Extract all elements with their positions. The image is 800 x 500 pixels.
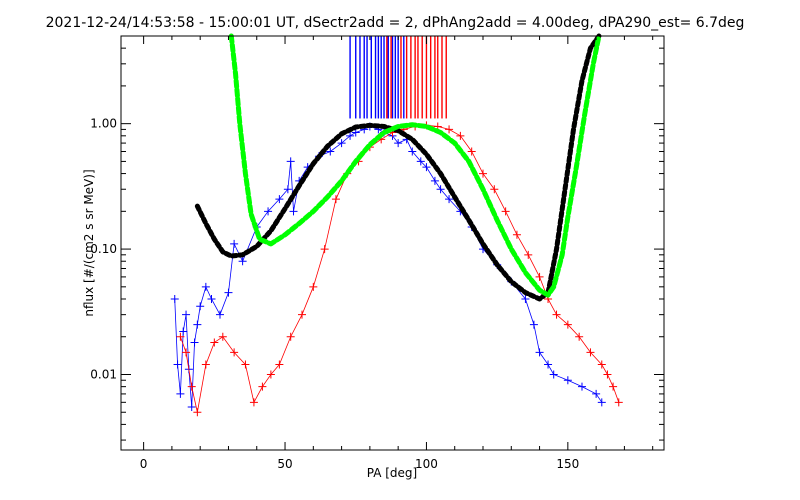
fit-black: [194, 33, 602, 302]
red-series-point: [331, 195, 340, 204]
plot-frame: [120, 35, 665, 451]
blue-series-point: [521, 294, 530, 303]
blue-series-point: [190, 338, 199, 347]
red-series-point: [176, 332, 185, 341]
y-tick-label: 1.00: [90, 117, 117, 131]
blue-series-point: [275, 195, 284, 204]
blue-series-point: [283, 185, 292, 194]
blue-series-point: [445, 195, 454, 204]
red-series-point: [218, 332, 227, 341]
y-tick-label: 0.10: [90, 242, 117, 256]
chart-title: 2021-12-24/14:53:58 - 15:00:01 UT, dSect…: [46, 15, 745, 31]
y-tick-label: 0.01: [90, 367, 117, 381]
x-axis: 0 50 100 150: [140, 36, 654, 471]
green-fit-curve: [228, 33, 602, 298]
red-series-point: [597, 360, 606, 369]
red-series-point: [603, 370, 612, 379]
blue-series-point: [215, 310, 224, 319]
blue-series-point: [351, 128, 360, 137]
y-axis: 0.01 0.10 1.00: [90, 35, 664, 441]
blue-series-point: [207, 294, 216, 303]
blue-series-point: [535, 348, 544, 357]
black-fit-curve: [194, 33, 602, 302]
red-series-point: [266, 370, 275, 379]
red-series-point: [193, 408, 202, 417]
red-series-point: [586, 348, 595, 357]
red-series-point: [241, 360, 250, 369]
blue-series-point: [224, 288, 233, 297]
blue-series-point: [416, 157, 425, 166]
blue-series-point: [394, 139, 403, 148]
red-series-point: [563, 320, 572, 329]
red-series-point: [501, 207, 510, 216]
blue-series-point: [408, 147, 417, 156]
blue-series-point: [549, 370, 558, 379]
red-series-point: [309, 282, 318, 291]
y-axis-label: nflux [#/(cm2 s sr MeV)]: [82, 169, 96, 316]
blue-series-point: [182, 310, 191, 319]
blue-series-point: [577, 382, 586, 391]
red-series-point: [609, 382, 618, 391]
red-series-point: [552, 310, 561, 319]
red-series-point: [249, 398, 258, 407]
blue-series-point: [193, 320, 202, 329]
red-series-point: [286, 332, 295, 341]
red-series-point: [298, 310, 306, 319]
blue-series-point: [346, 131, 355, 140]
x-tick-label: 0: [140, 457, 148, 471]
blue-series-line: [174, 126, 603, 408]
series-blue: [170, 122, 606, 412]
red-series-point: [535, 272, 544, 281]
blue-series-point: [529, 320, 538, 329]
blue-series-point: [326, 147, 335, 156]
red-series-point: [201, 360, 210, 369]
red-series-point: [182, 348, 191, 357]
blue-series-point: [173, 360, 182, 369]
blue-series-point: [337, 139, 346, 148]
red-series-point: [614, 398, 623, 407]
red-series-point: [490, 185, 499, 194]
red-series-point: [187, 382, 196, 391]
red-series-point: [320, 245, 329, 254]
x-axis-label: PA [deg]: [367, 466, 417, 480]
blue-series-point: [176, 389, 185, 398]
fit-green: [228, 33, 602, 298]
blue-series-point: [592, 389, 601, 398]
blue-series-point: [563, 376, 572, 385]
red-series-point: [575, 332, 584, 341]
red-series-point: [275, 360, 284, 369]
blue-series-point: [196, 302, 205, 311]
blue-series-point: [264, 207, 273, 216]
series-red: [176, 121, 623, 417]
blue-series-point: [170, 294, 179, 303]
red-series-point: [445, 125, 454, 134]
blue-series-point: [430, 176, 439, 185]
red-series-point: [230, 348, 239, 357]
blue-series-point: [179, 327, 188, 336]
blue-series-point: [544, 360, 553, 369]
red-series-point: [512, 230, 521, 239]
red-series-point: [456, 131, 465, 140]
x-tick-label: 150: [556, 457, 579, 471]
x-tick-label: 50: [277, 457, 292, 471]
blue-series-point: [187, 403, 196, 412]
x-tick-label: 100: [415, 457, 438, 471]
blue-series-point: [597, 398, 606, 407]
blue-series-point: [286, 157, 295, 166]
vertical-marks: [349, 36, 447, 119]
blue-series-point: [289, 207, 298, 216]
red-series-point: [467, 147, 476, 156]
red-series-point: [524, 250, 533, 259]
blue-series-point: [422, 163, 431, 172]
red-series-point: [258, 382, 267, 391]
blue-series-point: [201, 282, 210, 291]
blue-series-point: [230, 239, 239, 248]
blue-series-point: [238, 257, 247, 266]
blue-series-point: [436, 185, 445, 194]
red-series-point: [210, 338, 219, 347]
red-series-point: [479, 169, 487, 178]
